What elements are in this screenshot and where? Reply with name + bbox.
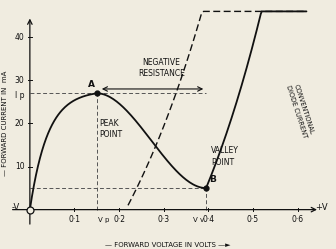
Text: — FORWARD VOLTAGE IN VOLTS —►: — FORWARD VOLTAGE IN VOLTS —►: [106, 242, 231, 248]
Text: NEGATIVE
RESISTANCE: NEGATIVE RESISTANCE: [138, 58, 185, 78]
Text: 20: 20: [15, 119, 25, 128]
Text: VALLEY
POINT: VALLEY POINT: [211, 146, 239, 167]
Text: B: B: [209, 175, 216, 184]
Text: 0·2: 0·2: [113, 215, 125, 224]
Text: 0·6: 0·6: [291, 215, 304, 224]
Text: 0·1: 0·1: [69, 215, 81, 224]
Text: 0·5: 0·5: [247, 215, 259, 224]
Text: -V: -V: [11, 203, 19, 212]
Text: 0·4: 0·4: [202, 215, 214, 224]
Text: 30: 30: [15, 76, 25, 85]
Text: 40: 40: [15, 33, 25, 42]
Text: 10: 10: [15, 162, 25, 171]
Text: 0·3: 0·3: [158, 215, 170, 224]
Text: V p: V p: [98, 217, 110, 223]
Text: +V: +V: [316, 203, 328, 212]
Text: A: A: [88, 80, 94, 89]
Text: V v: V v: [193, 217, 204, 223]
Text: PEAK
POINT: PEAK POINT: [99, 119, 122, 139]
Text: I p: I p: [15, 91, 25, 100]
Text: — FORWARD CURRENT IN  mA: — FORWARD CURRENT IN mA: [2, 71, 8, 176]
Text: CONVENTIONAL
DIODE CURRENT: CONVENTIONAL DIODE CURRENT: [285, 82, 315, 139]
